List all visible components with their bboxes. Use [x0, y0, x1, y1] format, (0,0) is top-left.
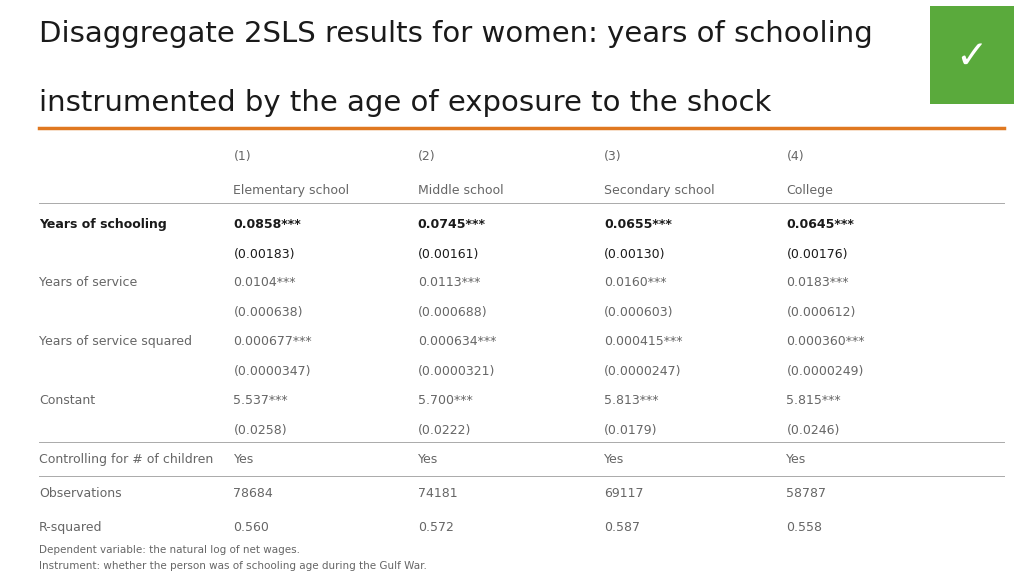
Text: (4): (4): [786, 150, 804, 163]
Text: 5.813***: 5.813***: [604, 394, 658, 407]
Text: Controlling for # of children: Controlling for # of children: [39, 453, 213, 466]
Text: Years of service squared: Years of service squared: [39, 335, 191, 348]
Text: Elementary school: Elementary school: [233, 184, 349, 198]
Text: 74181: 74181: [418, 487, 458, 501]
Text: 0.0160***: 0.0160***: [604, 276, 667, 290]
Text: (0.0000347): (0.0000347): [233, 365, 311, 378]
Text: 0.0645***: 0.0645***: [786, 218, 854, 231]
Text: (0.00130): (0.00130): [604, 248, 666, 261]
Text: 0.572: 0.572: [418, 521, 454, 534]
Text: (0.0179): (0.0179): [604, 424, 657, 437]
Text: Yes: Yes: [233, 453, 254, 466]
Text: Constant: Constant: [39, 394, 95, 407]
Text: 0.0655***: 0.0655***: [604, 218, 672, 231]
Text: 69117: 69117: [604, 487, 644, 501]
Text: R-squared: R-squared: [39, 521, 102, 534]
Text: (0.0222): (0.0222): [418, 424, 471, 437]
Text: Yes: Yes: [418, 453, 438, 466]
Text: (1): (1): [233, 150, 251, 163]
Text: (0.0258): (0.0258): [233, 424, 287, 437]
Text: 0.000677***: 0.000677***: [233, 335, 312, 348]
Text: Instrument: whether the person was of schooling age during the Gulf War.: Instrument: whether the person was of sc…: [39, 561, 427, 571]
Text: (0.00183): (0.00183): [233, 248, 295, 261]
Text: instrumented by the age of exposure to the shock: instrumented by the age of exposure to t…: [39, 89, 771, 118]
Text: (0.000612): (0.000612): [786, 306, 856, 320]
Text: 5.700***: 5.700***: [418, 394, 472, 407]
Text: 0.0113***: 0.0113***: [418, 276, 480, 290]
Text: Dependent variable: the natural log of net wages.: Dependent variable: the natural log of n…: [39, 545, 300, 555]
Text: College: College: [786, 184, 834, 198]
Text: Yes: Yes: [786, 453, 807, 466]
Text: 0.560: 0.560: [233, 521, 269, 534]
Text: 5.815***: 5.815***: [786, 394, 841, 407]
Text: Disaggregate 2SLS results for women: years of schooling: Disaggregate 2SLS results for women: yea…: [39, 20, 872, 48]
Text: (0.000688): (0.000688): [418, 306, 487, 320]
Text: 0.558: 0.558: [786, 521, 822, 534]
Text: Secondary school: Secondary school: [604, 184, 715, 198]
Text: (3): (3): [604, 150, 622, 163]
Text: (0.0000321): (0.0000321): [418, 365, 496, 378]
Text: ✓: ✓: [955, 37, 988, 75]
Text: (0.00176): (0.00176): [786, 248, 848, 261]
Text: 0.0858***: 0.0858***: [233, 218, 301, 231]
Text: 0.0183***: 0.0183***: [786, 276, 849, 290]
Text: 0.587: 0.587: [604, 521, 640, 534]
Text: (0.0000247): (0.0000247): [604, 365, 682, 378]
Text: 0.0104***: 0.0104***: [233, 276, 296, 290]
Text: 5.537***: 5.537***: [233, 394, 288, 407]
Text: 78684: 78684: [233, 487, 273, 501]
Text: 0.0745***: 0.0745***: [418, 218, 485, 231]
Text: Yes: Yes: [604, 453, 625, 466]
Text: (2): (2): [418, 150, 435, 163]
Text: (0.000603): (0.000603): [604, 306, 674, 320]
FancyBboxPatch shape: [926, 1, 1018, 109]
Text: Middle school: Middle school: [418, 184, 504, 198]
Text: 0.000415***: 0.000415***: [604, 335, 683, 348]
Text: Years of schooling: Years of schooling: [39, 218, 167, 231]
Text: (0.000638): (0.000638): [233, 306, 303, 320]
Text: (0.0000249): (0.0000249): [786, 365, 864, 378]
Text: Observations: Observations: [39, 487, 122, 501]
Text: Years of service: Years of service: [39, 276, 137, 290]
Text: (0.00161): (0.00161): [418, 248, 479, 261]
Text: 0.000360***: 0.000360***: [786, 335, 865, 348]
Text: (0.0246): (0.0246): [786, 424, 840, 437]
Text: 0.000634***: 0.000634***: [418, 335, 497, 348]
Text: 58787: 58787: [786, 487, 826, 501]
